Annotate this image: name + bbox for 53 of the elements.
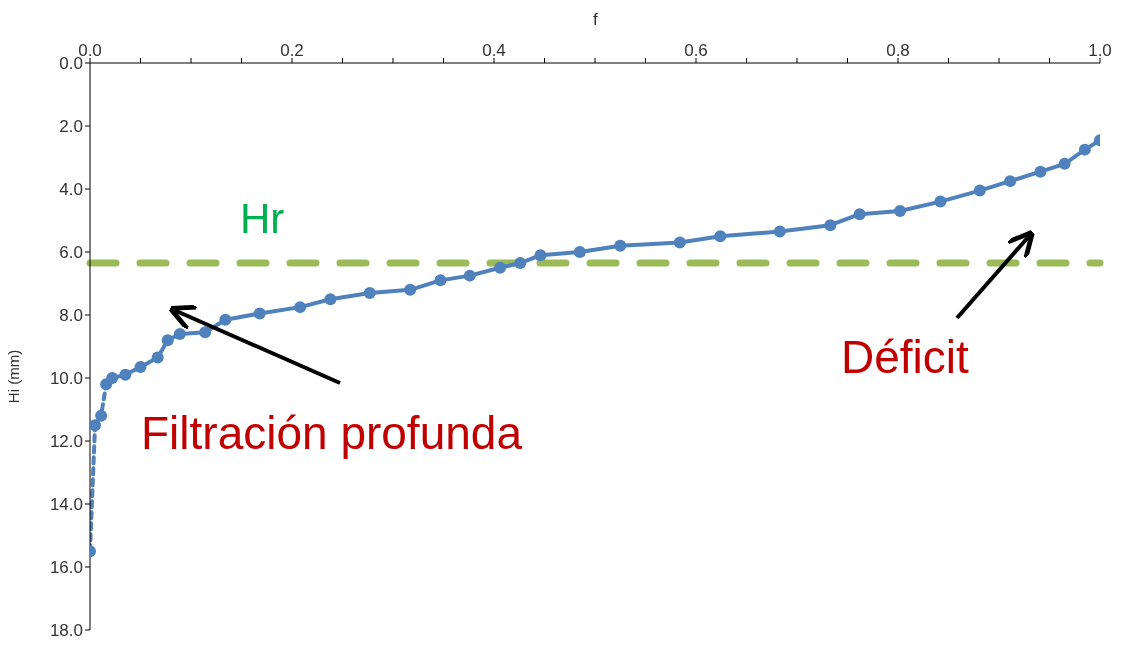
- point: [119, 368, 132, 381]
- point: [151, 351, 164, 364]
- y-tick-label: 14.0: [49, 495, 83, 515]
- y-tick-label: 10.0: [49, 369, 83, 389]
- point: [199, 326, 212, 339]
- point: [434, 274, 447, 287]
- annotation: Filtración profunda: [141, 406, 522, 460]
- y-tick-label: 6.0: [59, 243, 83, 263]
- point: [404, 283, 417, 296]
- x-tick-label: 1.0: [1088, 41, 1112, 60]
- point: [714, 230, 727, 243]
- point: [973, 184, 986, 197]
- point: [894, 205, 907, 218]
- y-tick-label: 4.0: [59, 180, 83, 200]
- point: [173, 327, 186, 340]
- annotation: Déficit: [841, 330, 969, 384]
- y-axis-title: Hi (mm): [4, 348, 22, 406]
- x-tick-label: 0.8: [886, 41, 910, 60]
- point: [134, 360, 147, 373]
- x-axis-title: f: [593, 10, 598, 30]
- y-tick-label: 18.0: [49, 621, 83, 641]
- point: [90, 419, 102, 432]
- point: [853, 208, 866, 221]
- y-tick-label: 2.0: [59, 117, 83, 137]
- point: [1004, 175, 1017, 188]
- point: [514, 257, 527, 270]
- point: [161, 334, 174, 347]
- ref-line-label: Hr: [240, 195, 285, 243]
- x-tick-label: 0.4: [482, 41, 506, 60]
- point: [573, 246, 586, 258]
- point: [534, 249, 547, 262]
- point: [363, 286, 376, 299]
- point: [253, 307, 266, 320]
- point: [219, 313, 232, 326]
- point: [673, 236, 686, 249]
- point: [1034, 165, 1047, 178]
- point: [773, 225, 786, 238]
- point: [614, 239, 627, 252]
- point: [463, 269, 476, 282]
- point: [934, 195, 947, 208]
- point: [294, 301, 307, 314]
- point: [95, 409, 108, 422]
- point: [106, 372, 119, 384]
- y-tick-label: 12.0: [49, 432, 83, 452]
- y-tick-label: 16.0: [49, 558, 83, 578]
- point: [824, 219, 837, 232]
- point: [1058, 157, 1071, 170]
- x-tick-label: 0.6: [684, 41, 708, 60]
- y-tick-label: 8.0: [59, 306, 83, 326]
- point: [1078, 143, 1091, 156]
- point: [324, 293, 337, 306]
- point: [494, 261, 507, 274]
- x-tick-label: 0.2: [280, 41, 304, 60]
